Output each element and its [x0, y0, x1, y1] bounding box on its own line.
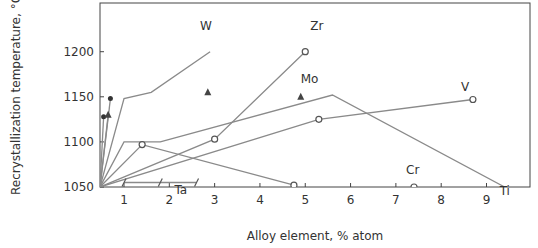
series-line [100, 95, 505, 187]
marker [105, 111, 112, 118]
series-line [100, 52, 305, 187]
marker [316, 116, 322, 122]
series-line [100, 115, 108, 187]
marker [158, 178, 162, 186]
series-label: Mo [301, 72, 319, 86]
marker [297, 93, 304, 100]
x-tick [259, 183, 260, 187]
y-tick-label: 1050 [63, 180, 94, 194]
x-tick-label: 4 [256, 193, 264, 207]
marker [411, 184, 417, 187]
x-tick [169, 183, 170, 187]
marker [108, 96, 113, 101]
marker [195, 178, 199, 186]
x-tick-label: 9 [483, 193, 491, 207]
series-line [100, 52, 210, 187]
series-line [100, 99, 110, 187]
marker [204, 88, 211, 95]
x-tick [395, 183, 396, 187]
series-label: V [461, 80, 470, 94]
marker [122, 178, 126, 186]
x-tick-label: 7 [392, 193, 400, 207]
x-tick-label: 8 [437, 193, 445, 207]
plot-frame [100, 3, 530, 187]
marker [212, 136, 218, 142]
x-tick [305, 183, 306, 187]
y-tick [100, 96, 104, 97]
series-label: Ti [499, 184, 510, 198]
series-line [100, 145, 414, 187]
x-tick [486, 183, 487, 187]
marker [139, 142, 145, 148]
series-label: Ta [174, 183, 188, 197]
series-line [100, 100, 473, 187]
x-tick-label: 6 [347, 193, 355, 207]
y-axis-label: Recrystallization temperature, °C [9, 0, 23, 195]
y-tick-label: 1100 [63, 135, 94, 149]
series-label: Zr [310, 19, 323, 33]
marker [291, 182, 297, 187]
plot-area [100, 49, 505, 187]
x-tick-label: 3 [211, 193, 219, 207]
x-tick-label: 1 [120, 193, 128, 207]
series-label: W [200, 19, 212, 33]
y-tick-label: 1200 [63, 45, 94, 59]
marker [470, 97, 476, 103]
chart: 1 2 3 4 5 6 7 8 9 1050 1100 1150 1200 Alloy element, … [0, 0, 538, 248]
x-tick [441, 183, 442, 187]
y-tick-label: 1150 [63, 90, 94, 104]
x-tick [214, 183, 215, 187]
x-axis-label: Alloy element, % atom [247, 229, 384, 243]
x-tick-label: 2 [166, 193, 174, 207]
x-tick [350, 183, 351, 187]
y-tick [100, 51, 104, 52]
marker [302, 49, 308, 55]
series-label: Cr [406, 163, 419, 177]
x-tick-label: 5 [301, 193, 309, 207]
